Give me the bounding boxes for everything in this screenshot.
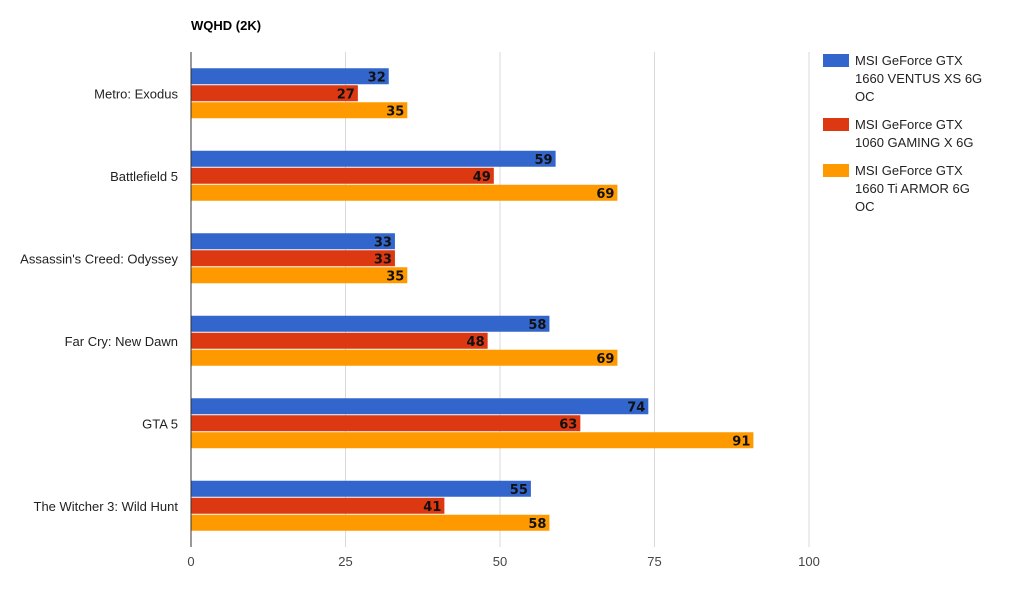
category-label: Assassin's Creed: Odyssey <box>20 251 178 266</box>
bar <box>191 315 550 332</box>
bar-value-label: 41 <box>423 500 441 515</box>
bar <box>191 102 408 119</box>
bar <box>191 233 395 250</box>
category-label: Far Cry: New Dawn <box>65 334 178 349</box>
bar <box>191 432 754 449</box>
bar-value-label: 55 <box>510 483 528 498</box>
x-tick-label: 50 <box>493 554 507 569</box>
bar-value-label: 33 <box>374 252 392 267</box>
bar <box>191 68 389 85</box>
bar <box>191 480 531 497</box>
legend-entry-text: MSI GeForce GTX <box>855 163 963 178</box>
bar <box>191 150 556 167</box>
legend-entry-text: 1060 GAMING X 6G <box>855 135 974 150</box>
bar-value-label: 58 <box>528 517 546 532</box>
bar-value-label: 35 <box>386 104 404 119</box>
legend-swatch <box>823 118 849 131</box>
bar <box>191 167 494 184</box>
category-label: Battlefield 5 <box>110 169 178 184</box>
bar-value-label: 27 <box>337 87 355 102</box>
bar <box>191 250 395 267</box>
bar <box>191 415 581 432</box>
bar-value-label: 32 <box>368 70 386 85</box>
axes: 0 25 50 75 100 Metro: Exodus Battlefield 5 Assa… <box>20 52 820 569</box>
bar-value-label: 74 <box>627 400 645 415</box>
bar <box>191 184 618 201</box>
chart-title: WQHD (2K) <box>191 18 261 33</box>
legend-swatch <box>823 54 849 67</box>
legend-entry-text: MSI GeForce GTX <box>855 117 963 132</box>
bar-value-label: 35 <box>386 269 404 284</box>
bar-value-label: 91 <box>732 434 750 449</box>
legend-swatch <box>823 164 849 177</box>
legend-entry-text: 1660 VENTUS XS 6G <box>855 71 982 86</box>
gridlines <box>345 52 810 547</box>
bar-value-label: 69 <box>596 187 614 202</box>
bars: 32 27 35 59 49 69 33 33 35 58 48 69 74 63 91 55 41 58 <box>191 68 754 532</box>
bar <box>191 398 649 415</box>
bar-value-label: 69 <box>596 352 614 367</box>
legend-entry-text: 1660 Ti ARMOR 6G <box>855 181 970 196</box>
bar-value-label: 58 <box>528 318 546 333</box>
category-label: Metro: Exodus <box>94 86 178 101</box>
bar-value-label: 49 <box>473 170 491 185</box>
bar <box>191 349 618 366</box>
category-label: GTA 5 <box>142 416 178 431</box>
bar-value-label: 33 <box>374 235 392 250</box>
bar <box>191 332 488 349</box>
category-label: The Witcher 3: Wild Hunt <box>34 499 179 514</box>
bar <box>191 267 408 284</box>
x-tick-label: 100 <box>798 554 820 569</box>
legend: MSI GeForce GTX 1660 VENTUS XS 6G OC MSI Ge… <box>823 53 982 214</box>
legend-entry-text: OC <box>855 199 875 214</box>
bar-value-label: 48 <box>467 335 485 350</box>
x-tick-label: 0 <box>187 554 194 569</box>
x-tick-label: 75 <box>647 554 661 569</box>
bar-value-label: 59 <box>535 153 553 168</box>
bar-value-label: 63 <box>559 417 577 432</box>
bar <box>191 497 445 514</box>
bar <box>191 514 550 531</box>
bar <box>191 85 358 102</box>
legend-entry-text: OC <box>855 89 875 104</box>
legend-entry-text: MSI GeForce GTX <box>855 53 963 68</box>
x-tick-label: 25 <box>338 554 352 569</box>
